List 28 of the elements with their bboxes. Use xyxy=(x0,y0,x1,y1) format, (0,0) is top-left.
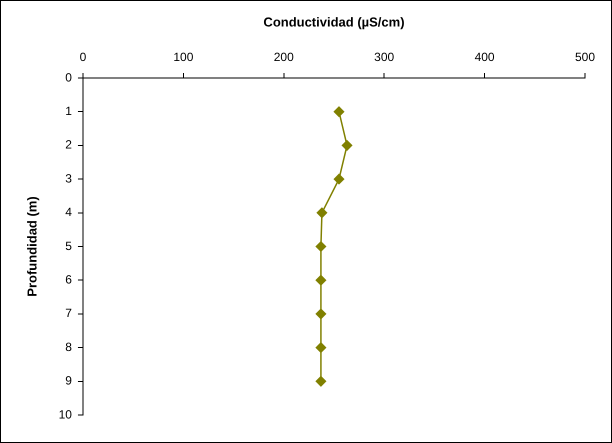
point xyxy=(316,208,328,218)
point xyxy=(342,140,352,151)
x-tick-label: 200 xyxy=(274,50,294,64)
x-tick-label: 0 xyxy=(80,50,87,64)
x-tick-label: 300 xyxy=(374,50,395,64)
y-tick-label: 7 xyxy=(65,306,72,320)
y-tick-label: 0 xyxy=(65,70,72,84)
y-tick-label: 8 xyxy=(65,340,72,354)
y-tick-label: 5 xyxy=(65,238,72,253)
point xyxy=(316,308,326,320)
point xyxy=(316,342,326,353)
x-tick-label: 400 xyxy=(474,50,495,64)
point xyxy=(316,241,326,252)
x-tick-label: 100 xyxy=(173,50,194,64)
y-tick-label: 9 xyxy=(65,374,72,388)
y-tick-label: 6 xyxy=(65,272,72,287)
x-tick-label: 500 xyxy=(574,50,596,64)
point xyxy=(334,174,344,184)
point xyxy=(334,106,344,117)
y-tick-label: 10 xyxy=(58,407,72,422)
y-tick-label: 3 xyxy=(65,171,72,186)
point xyxy=(316,376,326,387)
point xyxy=(316,274,326,286)
x-axis-title: Conductividad (µS/cm) xyxy=(263,14,405,30)
y-tick-label: 2 xyxy=(65,138,72,152)
y-tick-label: 4 xyxy=(65,205,72,220)
y-axis-title: Profundidad (m) xyxy=(24,196,40,297)
y-tick-label: 1 xyxy=(65,104,72,118)
